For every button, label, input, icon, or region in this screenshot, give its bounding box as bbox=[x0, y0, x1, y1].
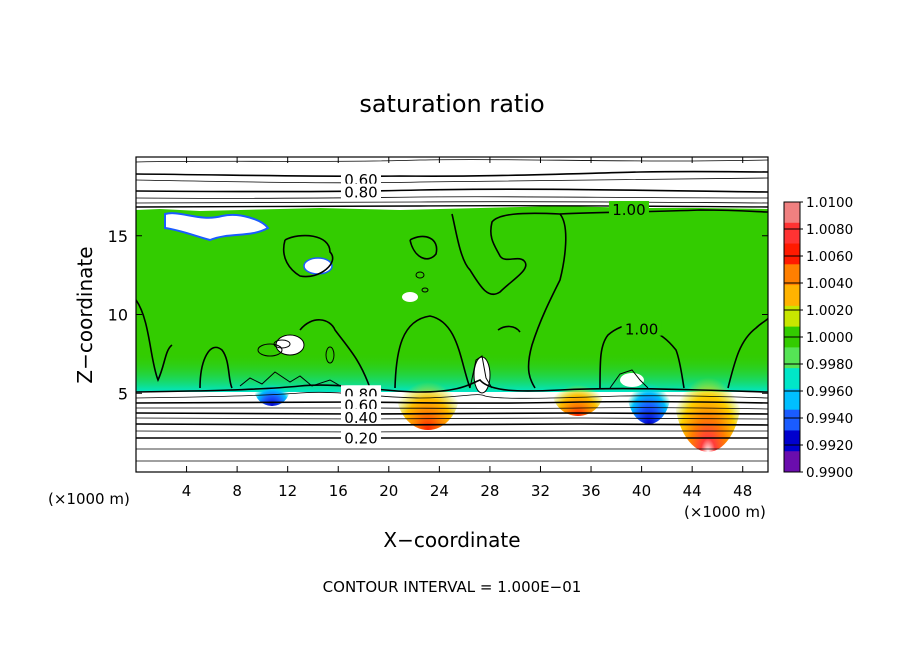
colorbar-swatch bbox=[784, 347, 800, 369]
y-unit-label: (×1000 m) bbox=[48, 490, 130, 508]
contour-label-bg bbox=[340, 429, 381, 445]
dry-patch bbox=[473, 356, 491, 394]
colorbar-label: 0.9960 bbox=[806, 384, 853, 400]
colorbar: 1.0100 1.0080 1.0060 1.0040 1.0020 1.0000 0.99… bbox=[783, 195, 853, 481]
colorbar-label: 1.0020 bbox=[806, 303, 853, 319]
x-axis-label: X−coordinate bbox=[383, 528, 520, 552]
contour-label: 1.00 bbox=[625, 321, 658, 339]
y-tick-label: 5 bbox=[118, 384, 128, 403]
contour-label: 0.20 bbox=[344, 429, 377, 447]
dry-patch bbox=[303, 257, 333, 275]
colorbar-label: 1.0080 bbox=[806, 222, 853, 238]
colorbar-swatch bbox=[784, 202, 800, 224]
y-tick-label: 10 bbox=[108, 306, 128, 325]
x-tick-label: 16 bbox=[329, 482, 348, 500]
cloud-base-detail bbox=[239, 355, 649, 389]
colorbar-label: 0.9900 bbox=[806, 465, 853, 481]
colorbar-swatch bbox=[784, 368, 800, 390]
contour-label-bg bbox=[340, 396, 381, 412]
dry-patch bbox=[402, 292, 418, 302]
contour-label: 0.80 bbox=[344, 184, 377, 202]
x-tick-label: 32 bbox=[531, 482, 550, 500]
colorbar-swatch bbox=[784, 409, 800, 431]
colorbar-swatch bbox=[784, 285, 800, 307]
dry-patch bbox=[620, 373, 644, 387]
x-tick-label: 20 bbox=[379, 482, 398, 500]
colorbar-label: 1.0040 bbox=[806, 276, 853, 292]
contour-small-loops bbox=[257, 271, 429, 364]
contour-label: 0.40 bbox=[344, 409, 377, 427]
x-axis: 4 8 12 16 20 24 28 32 36 40 44 48 bbox=[182, 157, 752, 500]
y-axis-label: Z−coordinate bbox=[73, 246, 97, 383]
x-tick-label: 24 bbox=[430, 482, 449, 500]
contour-interval-note: CONTOUR INTERVAL = 1.000E−01 bbox=[323, 578, 582, 596]
x-tick-label: 8 bbox=[232, 482, 242, 500]
contour-label-bg bbox=[340, 408, 381, 424]
contour-label-bg bbox=[340, 183, 381, 199]
colorbar-label: 0.9980 bbox=[806, 357, 853, 373]
colorbar-label: 0.9940 bbox=[806, 411, 853, 427]
x-tick-label: 48 bbox=[733, 482, 752, 500]
colorbar-swatch bbox=[784, 264, 800, 286]
warm-anomaly-24km bbox=[396, 350, 460, 430]
x-tick-label: 4 bbox=[182, 482, 192, 500]
colorbar-label: 1.0060 bbox=[806, 249, 853, 265]
cold-anomaly-41km bbox=[627, 356, 671, 424]
y-axis: 5 10 15 bbox=[108, 227, 768, 403]
colorbar-swatch bbox=[784, 222, 800, 245]
contours-lower bbox=[136, 379, 768, 462]
plot-area bbox=[136, 157, 768, 472]
colorbar-swatch bbox=[784, 388, 800, 411]
contour-labels: 0.600.801.001.000.800.600.400.20 bbox=[340, 171, 662, 447]
colorbar-label: 1.0100 bbox=[806, 195, 853, 211]
contour-label-bg bbox=[608, 200, 649, 216]
colorbar-swatch bbox=[784, 243, 800, 265]
colorbar-swatch bbox=[784, 305, 800, 328]
y-tick-label: 15 bbox=[108, 227, 128, 246]
x-tick-label: 44 bbox=[683, 482, 702, 500]
colorbar-swatch bbox=[784, 451, 800, 473]
x-tick-label: 12 bbox=[278, 482, 297, 500]
x-tick-label: 28 bbox=[480, 482, 499, 500]
contour-label: 1.00 bbox=[612, 201, 645, 219]
x-tick-label: 40 bbox=[632, 482, 651, 500]
contour-label-bg bbox=[621, 320, 662, 336]
colorbar-swatch bbox=[784, 430, 800, 452]
contour-label-bg bbox=[340, 171, 381, 187]
dry-patch-upper-left bbox=[164, 212, 270, 242]
x-tick-label: 36 bbox=[581, 482, 600, 500]
colorbar-label: 1.0000 bbox=[806, 330, 853, 346]
x-unit-label: (×1000 m) bbox=[684, 503, 766, 521]
contour-1.00 bbox=[136, 209, 768, 389]
chart-title: saturation ratio bbox=[359, 90, 544, 118]
colorbar-label: 0.9920 bbox=[806, 438, 853, 454]
